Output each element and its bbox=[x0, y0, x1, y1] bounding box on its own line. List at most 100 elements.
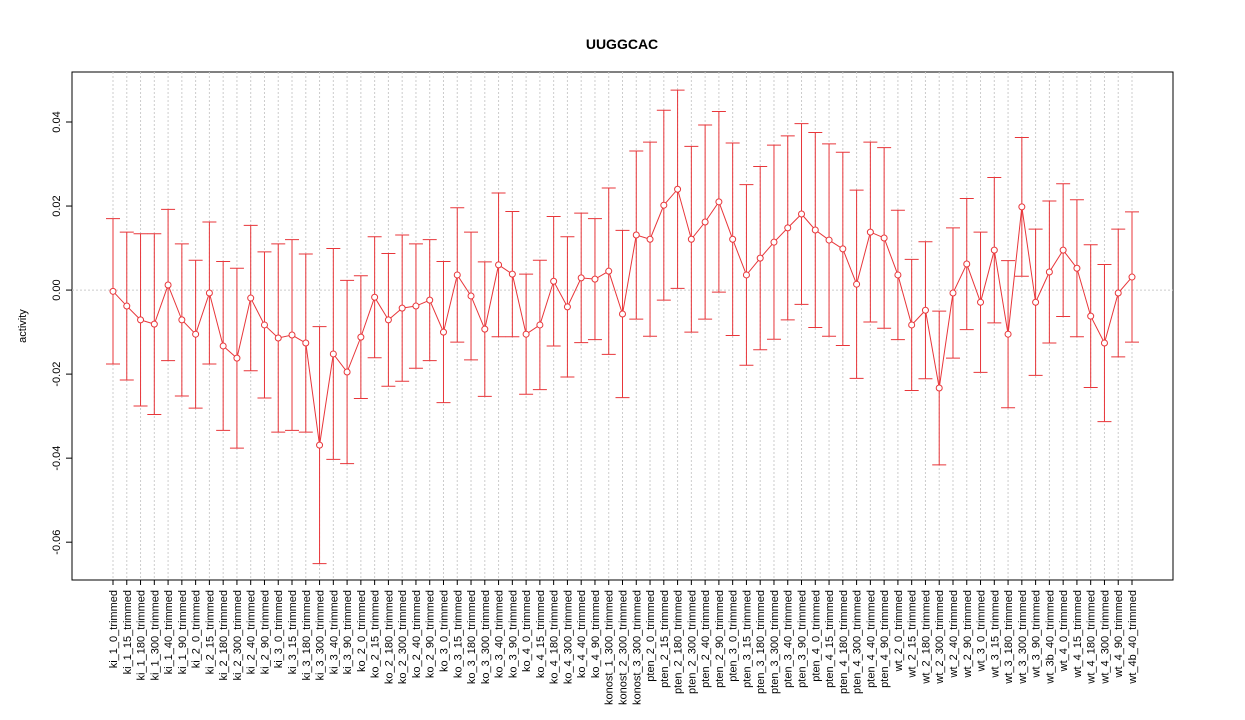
x-tick-label: pten_3_15_trimmed bbox=[741, 590, 753, 688]
point bbox=[1045, 268, 1053, 276]
x-tick-label: ko_3_300_trimmed bbox=[480, 590, 492, 684]
point bbox=[687, 235, 695, 243]
point bbox=[453, 271, 461, 279]
point bbox=[784, 224, 792, 232]
point bbox=[935, 384, 943, 392]
point bbox=[990, 246, 998, 254]
point bbox=[577, 274, 585, 282]
x-tick-label: ko_2_300_trimmed bbox=[397, 590, 409, 684]
point bbox=[109, 287, 117, 295]
x-tick-label: ko_3_0_trimmed bbox=[438, 590, 450, 672]
x-tick-label: ki_3_180_trimmed bbox=[301, 590, 313, 681]
point bbox=[742, 271, 750, 279]
point bbox=[798, 210, 806, 218]
point bbox=[563, 303, 571, 311]
x-tick-label: ki_1_90_trimmed bbox=[177, 590, 189, 674]
x-tick-label: ko_2_15_trimmed bbox=[370, 590, 382, 678]
x-tick-label: pten_3_90_trimmed bbox=[797, 590, 809, 688]
x-tick-label: pten_2_300_trimmed bbox=[686, 590, 698, 694]
x-tick-label: ko_3_40_trimmed bbox=[494, 590, 506, 678]
point bbox=[522, 330, 530, 338]
y-tick-label: 0.02 bbox=[51, 195, 63, 216]
point bbox=[949, 289, 957, 297]
point bbox=[1059, 246, 1067, 254]
x-tick-label: pten_2_0_trimmed bbox=[645, 590, 657, 682]
point bbox=[894, 271, 902, 279]
point bbox=[384, 316, 392, 324]
x-tick-label: konost_1_300_trimmed bbox=[604, 590, 616, 705]
point bbox=[178, 316, 186, 324]
point bbox=[439, 328, 447, 336]
point bbox=[729, 235, 737, 243]
point bbox=[288, 331, 296, 339]
x-tick-label: ki_3_15_trimmed bbox=[287, 590, 299, 674]
point bbox=[770, 238, 778, 246]
x-tick-label: ko_3_15_trimmed bbox=[452, 590, 464, 678]
point bbox=[274, 334, 282, 342]
x-tick-label: ko_4_15_trimmed bbox=[535, 590, 547, 678]
x-tick-label: wt_2_300_trimmed bbox=[934, 590, 946, 685]
x-tick-label: ko_4_90_trimmed bbox=[590, 590, 602, 678]
chart-title: UUGGCAC bbox=[586, 36, 658, 52]
point bbox=[150, 320, 158, 328]
y-tick-label: -0.02 bbox=[51, 362, 63, 387]
x-tick-label: ki_2_90_trimmed bbox=[259, 590, 271, 674]
x-tick-label: ko_2_90_trimmed bbox=[425, 590, 437, 678]
x-tick-label: wt_4_90_trimmed bbox=[1113, 590, 1125, 678]
x-tick-label: wt_2_180_trimmed bbox=[920, 590, 932, 685]
x-tick-label: ko_4_40_trimmed bbox=[576, 590, 588, 678]
point bbox=[963, 260, 971, 268]
x-tick-label: wt_2_40_trimmed bbox=[948, 590, 960, 678]
x-tick-label: wt_4_15_trimmed bbox=[1072, 590, 1084, 678]
point bbox=[481, 325, 489, 333]
point bbox=[495, 261, 503, 269]
point bbox=[508, 270, 516, 278]
x-tick-label: ki_2_15_trimmed bbox=[204, 590, 216, 674]
x-tick-label: ko_4_0_trimmed bbox=[521, 590, 533, 672]
x-tick-label: konost_3_300_trimmed bbox=[631, 590, 643, 705]
point bbox=[1100, 339, 1108, 347]
point bbox=[880, 234, 888, 242]
point bbox=[853, 280, 861, 288]
y-axis-label: activity bbox=[17, 309, 29, 343]
point bbox=[536, 321, 544, 329]
x-tick-label: wt_3_15_trimmed bbox=[989, 590, 1001, 678]
x-tick-label: ki_3_90_trimmed bbox=[342, 590, 354, 674]
x-tick-label: wt_4_180_trimmed bbox=[1086, 590, 1098, 685]
point bbox=[467, 292, 475, 300]
x-tick-label: ki_2_0_trimmed bbox=[191, 590, 203, 668]
x-tick-label: pten_4_0_trimmed bbox=[810, 590, 822, 682]
point bbox=[426, 296, 434, 304]
x-tick-label: ki_2_40_trimmed bbox=[246, 590, 258, 674]
x-tick-label: ki_1_0_trimmed bbox=[108, 590, 120, 668]
point bbox=[1114, 289, 1122, 297]
point bbox=[1128, 273, 1136, 281]
x-tick-label: ko_4_300_trimmed bbox=[562, 590, 574, 684]
x-tick-label: ki_3_40_trimmed bbox=[328, 590, 340, 674]
point bbox=[632, 231, 640, 239]
x-tick-label: pten_4_300_trimmed bbox=[852, 590, 864, 694]
y-tick-label: 0.04 bbox=[51, 111, 63, 132]
x-tick-label: ki_1_180_trimmed bbox=[136, 590, 148, 681]
point bbox=[701, 218, 709, 226]
point bbox=[715, 198, 723, 206]
x-tick-label: wt_3b_40_trimmed bbox=[1044, 590, 1056, 685]
y-tick-label: -0.04 bbox=[51, 446, 63, 471]
x-tick-label: konost_2_300_trimmed bbox=[618, 590, 630, 705]
point bbox=[137, 316, 145, 324]
y-tick-label: -0.06 bbox=[51, 530, 63, 555]
x-tick-label: pten_3_40_trimmed bbox=[783, 590, 795, 688]
point bbox=[908, 321, 916, 329]
point bbox=[660, 201, 668, 209]
x-tick-label: ko_2_180_trimmed bbox=[383, 590, 395, 684]
point bbox=[205, 289, 213, 297]
point bbox=[316, 441, 324, 449]
point bbox=[357, 333, 365, 341]
point bbox=[619, 310, 626, 318]
x-tick-label: ko_2_40_trimmed bbox=[411, 590, 423, 678]
point bbox=[343, 368, 351, 376]
point bbox=[674, 185, 682, 193]
x-tick-label: ko_3_90_trimmed bbox=[507, 590, 519, 678]
point bbox=[1073, 264, 1081, 272]
